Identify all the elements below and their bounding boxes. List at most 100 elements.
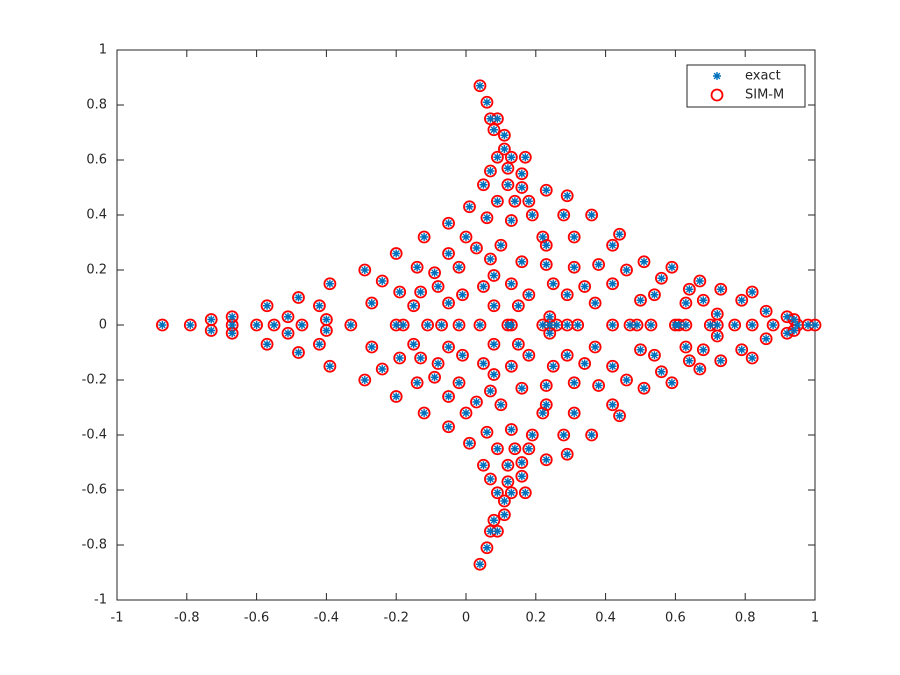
point	[456, 288, 469, 302]
point	[780, 326, 794, 340]
point	[578, 280, 592, 293]
point	[567, 260, 581, 274]
point	[470, 395, 483, 409]
point	[573, 321, 582, 329]
point	[542, 455, 551, 464]
point	[375, 362, 389, 376]
point	[410, 376, 424, 390]
point	[522, 442, 536, 456]
point	[487, 123, 501, 137]
point	[487, 269, 501, 282]
point	[297, 321, 306, 329]
point	[657, 367, 666, 376]
point	[284, 329, 293, 338]
point	[545, 321, 554, 329]
point	[399, 321, 408, 329]
point	[493, 114, 502, 123]
point	[665, 260, 679, 274]
point	[358, 373, 372, 387]
point	[620, 263, 633, 277]
point	[346, 321, 355, 329]
point	[442, 247, 455, 260]
point	[560, 348, 574, 362]
point	[475, 560, 484, 569]
point	[367, 343, 376, 351]
point	[762, 307, 771, 316]
point	[620, 373, 633, 387]
point	[442, 340, 455, 354]
point	[497, 494, 511, 508]
point	[790, 326, 799, 335]
point	[482, 213, 491, 222]
point	[430, 268, 439, 277]
point	[594, 381, 603, 390]
point	[484, 384, 497, 398]
x-tick-label: -0.2	[384, 611, 409, 626]
point	[783, 329, 792, 338]
point	[503, 180, 512, 189]
point	[501, 458, 515, 472]
point	[693, 274, 707, 288]
point	[546, 359, 560, 373]
point	[493, 444, 502, 453]
point	[737, 296, 746, 305]
point	[517, 169, 526, 178]
y-tick-label: 0	[99, 318, 107, 333]
point	[494, 398, 508, 412]
point	[637, 255, 651, 269]
point	[367, 299, 376, 307]
point	[228, 329, 237, 338]
point	[430, 373, 439, 382]
point	[517, 183, 526, 192]
point	[528, 431, 537, 439]
point	[486, 387, 495, 395]
point	[606, 277, 619, 291]
point	[155, 318, 169, 332]
point	[263, 301, 272, 310]
point	[552, 321, 561, 329]
point	[636, 345, 645, 354]
point	[634, 343, 647, 357]
point	[477, 357, 490, 370]
point	[487, 299, 501, 313]
point	[491, 442, 504, 456]
point	[766, 318, 780, 332]
point	[489, 301, 498, 310]
point	[267, 318, 281, 332]
point	[539, 379, 553, 392]
point	[294, 348, 303, 357]
point	[674, 321, 683, 329]
point	[435, 318, 448, 332]
point	[608, 241, 617, 250]
point	[790, 315, 799, 324]
point	[762, 334, 771, 343]
point	[507, 488, 516, 497]
point	[585, 208, 599, 222]
point	[207, 315, 216, 324]
point	[473, 79, 487, 93]
point	[667, 378, 676, 387]
point	[682, 354, 696, 368]
point	[458, 351, 467, 360]
point	[503, 477, 512, 486]
point	[496, 241, 505, 250]
point	[470, 241, 483, 255]
point	[500, 145, 509, 153]
point	[489, 516, 498, 525]
x-tick-label: 0.2	[525, 611, 546, 626]
point	[515, 456, 529, 469]
point	[455, 378, 464, 387]
point	[592, 379, 606, 392]
point	[263, 340, 272, 349]
point	[393, 351, 407, 365]
point	[186, 321, 195, 329]
point	[622, 266, 631, 274]
y-tick-label: 1	[99, 43, 107, 58]
point	[545, 329, 554, 338]
point	[497, 508, 511, 522]
point	[325, 362, 334, 371]
point	[563, 191, 572, 200]
point	[183, 318, 197, 332]
point	[489, 370, 498, 379]
point	[560, 189, 574, 203]
